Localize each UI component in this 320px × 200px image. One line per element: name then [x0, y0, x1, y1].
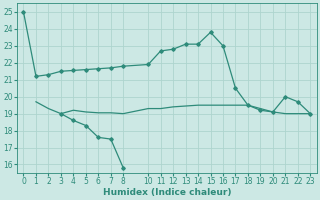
X-axis label: Humidex (Indice chaleur): Humidex (Indice chaleur) — [103, 188, 231, 197]
